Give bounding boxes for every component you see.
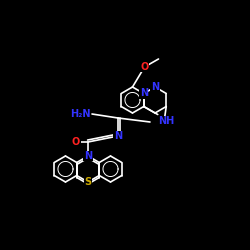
Text: N: N <box>84 151 92 161</box>
Text: S: S <box>84 177 91 187</box>
Text: N: N <box>84 151 92 161</box>
Text: O: O <box>72 137 80 147</box>
Text: NH: NH <box>158 116 174 126</box>
Text: N: N <box>151 82 159 92</box>
Text: N: N <box>114 131 122 141</box>
Text: H₂N: H₂N <box>70 109 90 119</box>
Text: O: O <box>140 62 148 72</box>
Text: N: N <box>140 88 148 99</box>
